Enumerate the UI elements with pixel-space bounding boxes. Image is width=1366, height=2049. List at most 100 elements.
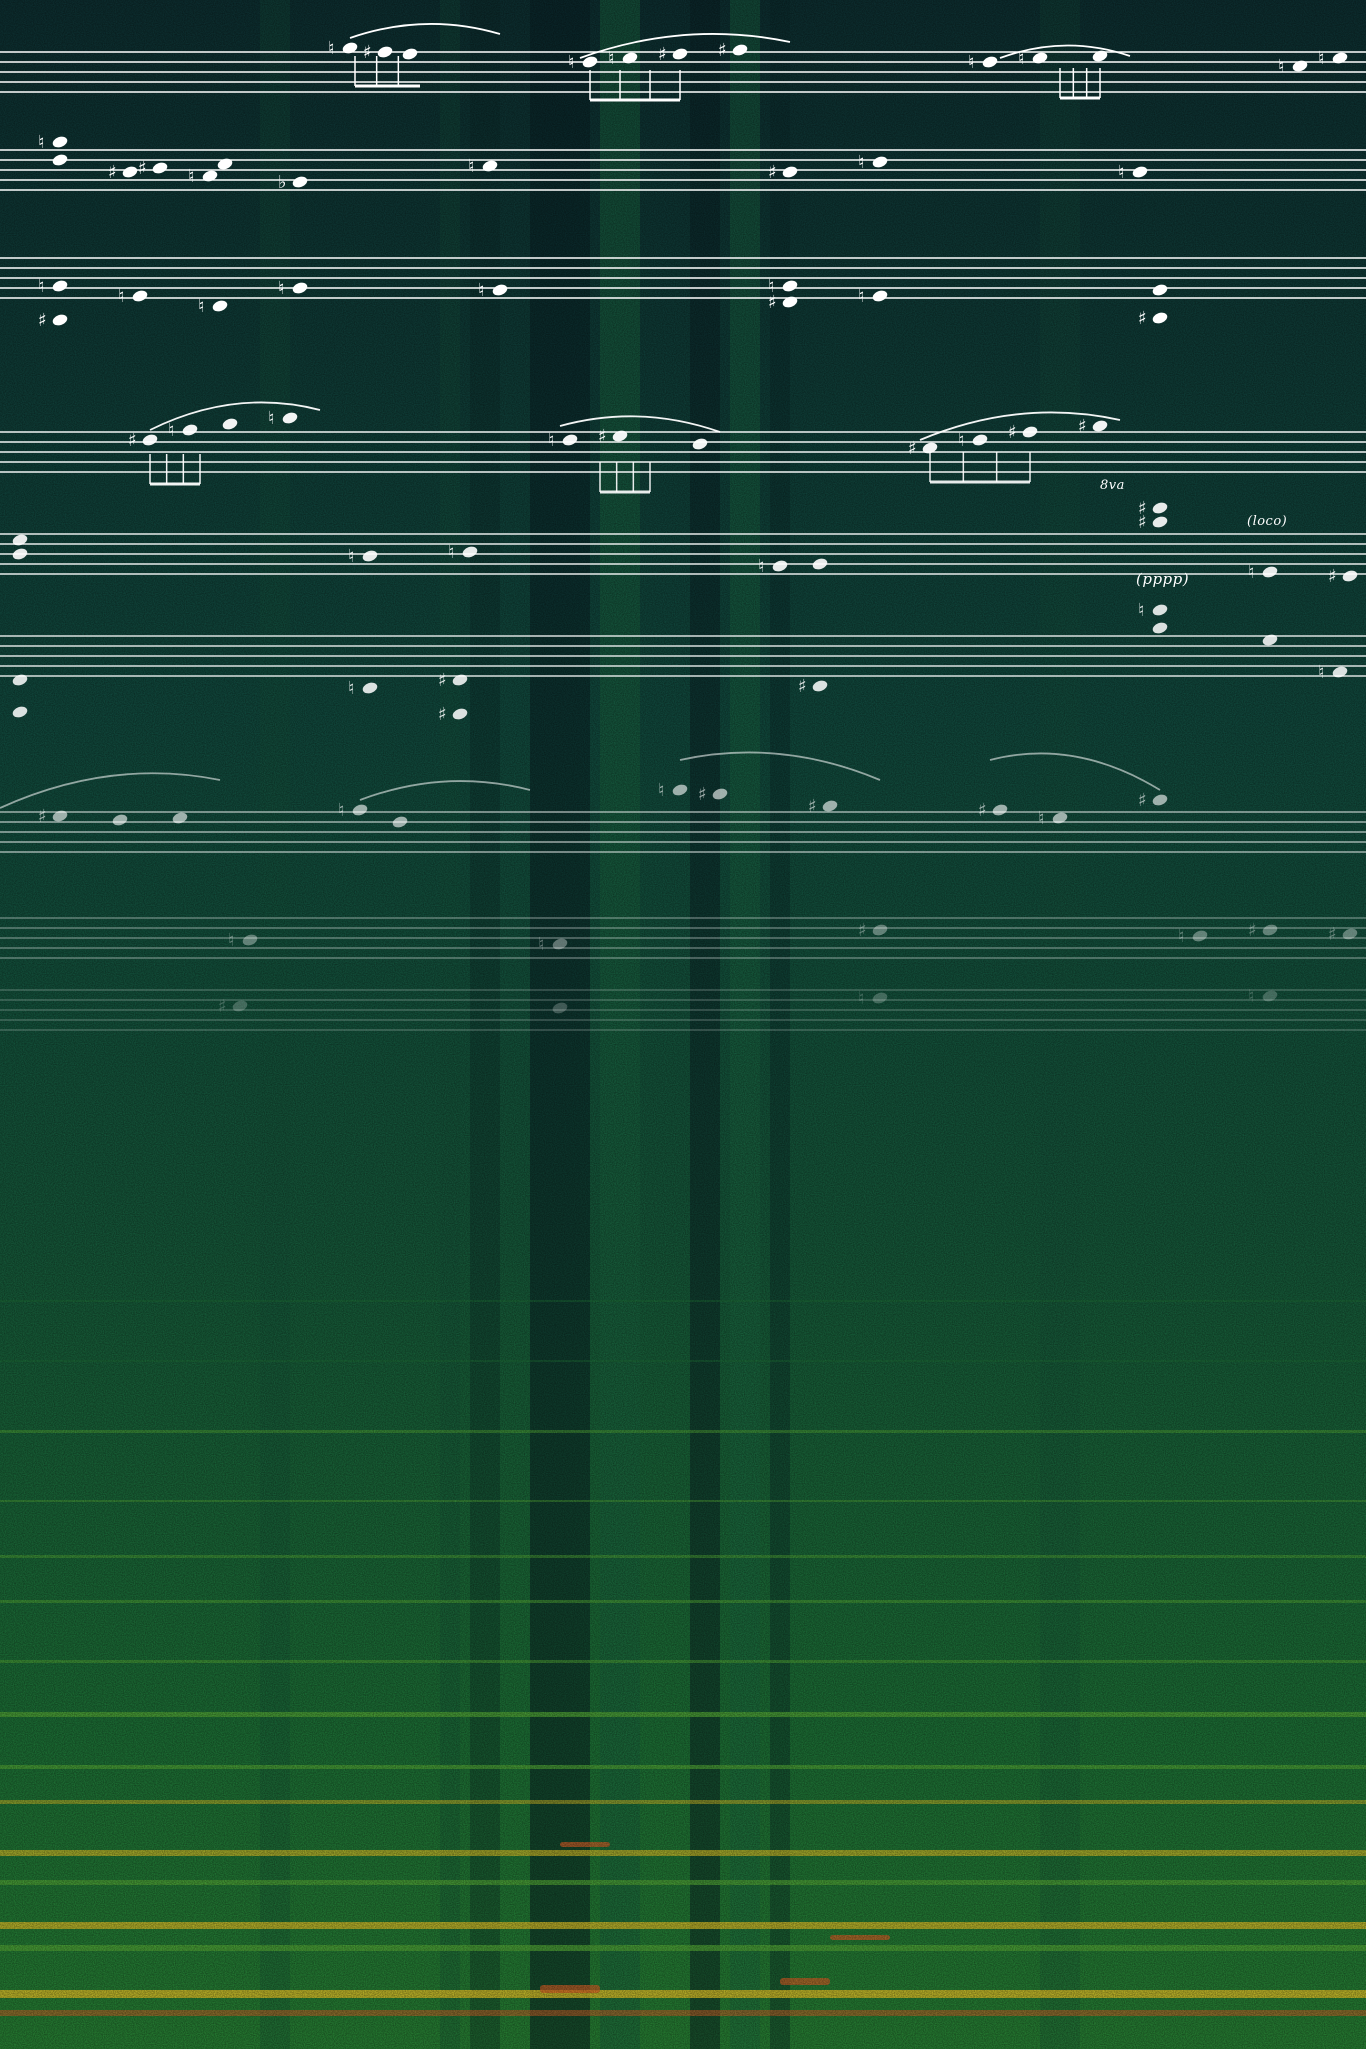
note: ♮ — [1038, 808, 1068, 829]
note: ♯ — [768, 162, 798, 183]
accidental-glyph: ♮ — [118, 286, 124, 307]
accidental-glyph: ♯ — [1008, 422, 1017, 443]
slur — [999, 44, 1131, 59]
accidental-glyph: ♯ — [858, 920, 867, 941]
accidental-glyph: ♮ — [448, 542, 454, 563]
notehead — [132, 290, 148, 302]
notehead — [582, 56, 598, 68]
accidental-glyph: ♯ — [38, 806, 47, 827]
note: ♯ — [1078, 416, 1108, 437]
note: ♯ — [128, 430, 158, 451]
staff — [0, 811, 1366, 853]
accidental-glyph: ♮ — [538, 934, 544, 955]
notehead — [1342, 928, 1358, 940]
notehead — [52, 280, 68, 292]
notehead — [52, 136, 68, 148]
notehead — [782, 280, 798, 292]
note — [552, 1002, 568, 1014]
accidental-glyph: ♯ — [108, 162, 117, 183]
notehead — [1262, 566, 1278, 578]
accidental-glyph: ♯ — [1138, 498, 1147, 519]
staff — [0, 149, 1366, 191]
notehead — [202, 170, 218, 182]
notehead — [562, 434, 578, 446]
note: ♯ — [718, 40, 748, 61]
accidental-glyph: ♮ — [338, 800, 344, 821]
notehead — [1152, 794, 1168, 806]
accidental-glyph: ♮ — [478, 280, 484, 301]
notehead — [712, 788, 728, 800]
notehead — [342, 42, 358, 54]
note: ♯ — [1138, 308, 1168, 329]
note — [112, 814, 128, 826]
notehead — [672, 784, 688, 796]
accidental-glyph: ♮ — [328, 38, 334, 59]
note: ♯ — [218, 996, 248, 1017]
slur — [919, 411, 1121, 441]
note: ♮ — [1138, 600, 1168, 621]
notehead — [1022, 426, 1038, 438]
note: ♯ — [978, 800, 1008, 821]
note — [392, 816, 408, 828]
accidental-glyph: ♮ — [608, 48, 614, 69]
accidental-glyph: ♮ — [468, 156, 474, 177]
notehead — [292, 282, 308, 294]
accidental-glyph: ♮ — [268, 408, 274, 429]
notehead — [622, 52, 638, 64]
notehead — [362, 550, 378, 562]
accidental-glyph: ♮ — [1278, 56, 1284, 77]
note: ♮ — [608, 48, 638, 69]
accidental-glyph: ♮ — [38, 276, 44, 297]
note — [402, 48, 418, 60]
accidental-glyph: ♯ — [218, 996, 227, 1017]
note — [692, 438, 708, 450]
note: ♮ — [1318, 48, 1348, 69]
notehead — [1092, 50, 1108, 62]
note: ♮ — [338, 800, 368, 821]
accidental-glyph: ♮ — [858, 988, 864, 1009]
notehead — [922, 442, 938, 454]
note: ♯ — [138, 158, 168, 179]
note — [172, 812, 188, 824]
note — [1092, 50, 1108, 62]
accidental-glyph: ♯ — [1138, 308, 1147, 329]
accidental-glyph: ♮ — [1178, 926, 1184, 947]
accidental-glyph: ♯ — [1078, 416, 1087, 437]
accidental-glyph: ♮ — [348, 546, 354, 567]
note — [812, 558, 828, 570]
slur — [0, 772, 221, 809]
notehead — [152, 162, 168, 174]
accidental-glyph: ♯ — [1138, 790, 1147, 811]
notehead — [452, 708, 468, 720]
staff — [0, 533, 1366, 575]
notehead — [1152, 516, 1168, 528]
notehead — [292, 176, 308, 188]
note: ♮ — [1318, 662, 1348, 683]
note: ♯ — [808, 796, 838, 817]
accidental-glyph: ♮ — [758, 556, 764, 577]
notehead — [972, 434, 988, 446]
notehead — [1152, 312, 1168, 324]
notehead — [822, 800, 838, 812]
notehead — [122, 166, 138, 178]
accidental-glyph: ♭ — [278, 172, 287, 193]
notehead — [812, 558, 828, 570]
accidental-glyph: ♮ — [1318, 48, 1324, 69]
notehead — [217, 158, 233, 170]
staff — [0, 431, 1366, 473]
notehead — [402, 48, 418, 60]
notehead — [452, 674, 468, 686]
note: ♯ — [598, 426, 628, 447]
notehead — [872, 992, 888, 1004]
note: ♯ — [438, 704, 468, 725]
notehead — [377, 46, 393, 58]
note: ♯ — [1138, 498, 1168, 519]
accidental-glyph: ♮ — [858, 286, 864, 307]
accidental-glyph: ♯ — [978, 800, 987, 821]
accidental-glyph: ♮ — [168, 420, 174, 441]
note — [222, 418, 238, 430]
note — [52, 154, 68, 166]
